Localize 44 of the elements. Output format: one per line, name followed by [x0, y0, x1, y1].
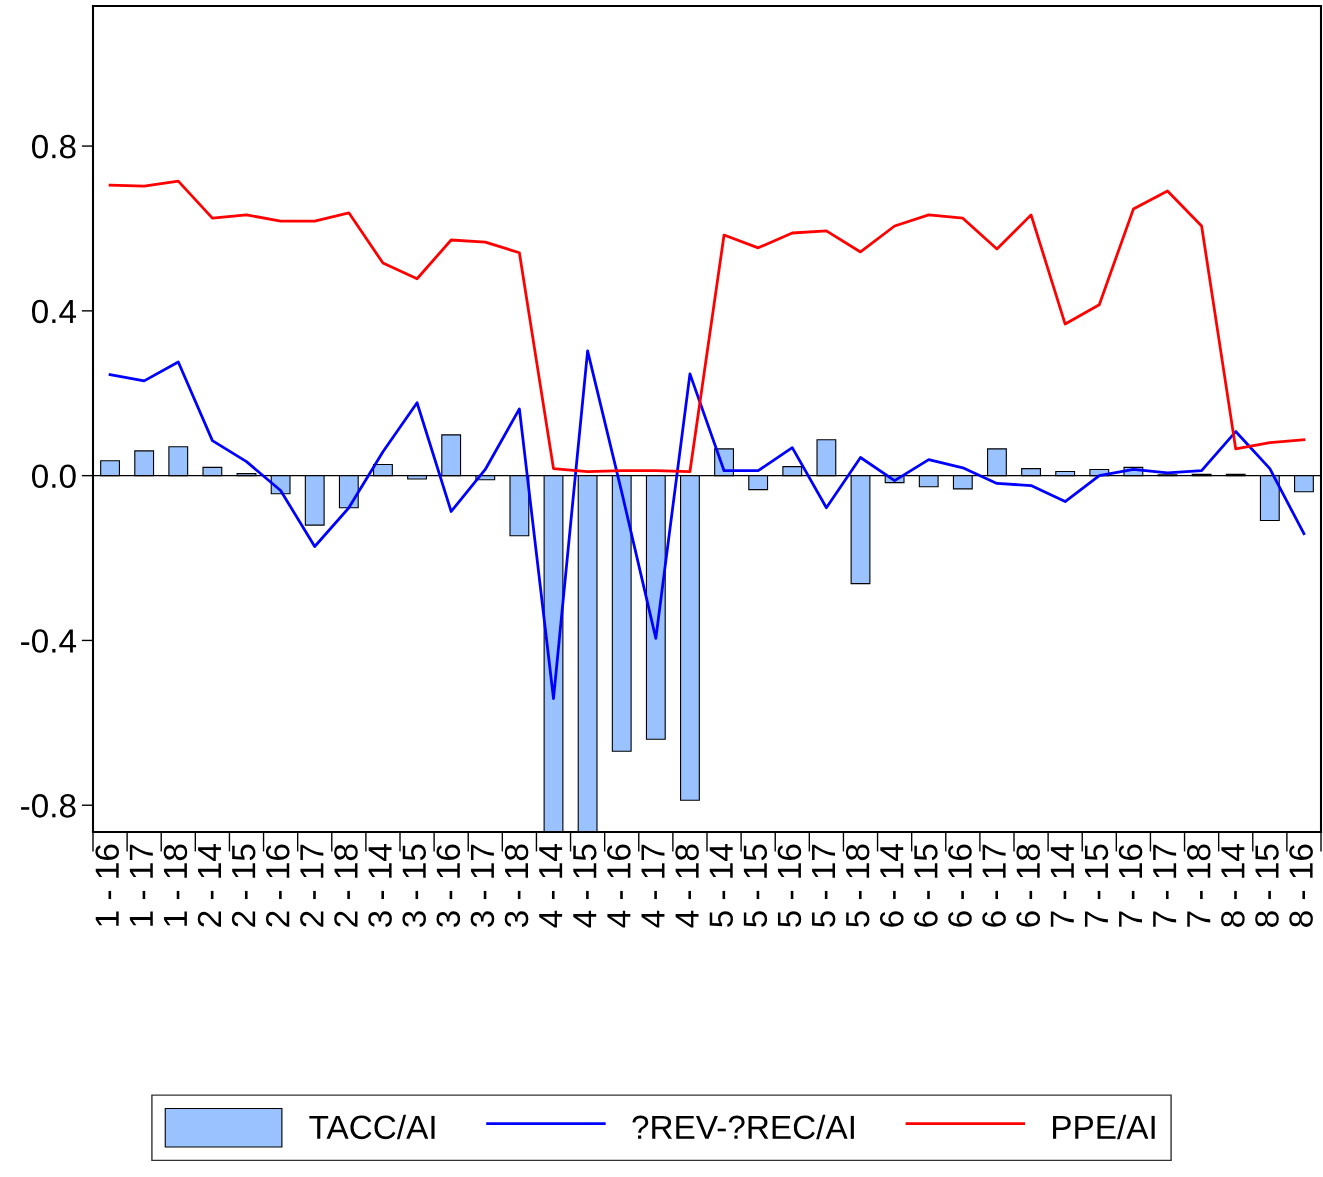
y-tick-label: -0.8	[21, 794, 76, 818]
x-tick-label: 6 - 15	[914, 844, 938, 927]
x-tick-label: 6 - 16	[948, 844, 972, 927]
x-tick-label: 3 - 17	[470, 844, 495, 928]
x-tick-label: 2 - 15	[231, 844, 256, 927]
legend-label: TACC/AI	[309, 1114, 435, 1140]
x-tick-label: 5 - 14	[709, 844, 733, 928]
x-tick-label: 4 - 15	[573, 844, 597, 928]
x-tick-label: 3 - 14	[368, 844, 392, 928]
y-tick-label: 0.4	[32, 299, 77, 324]
x-tick-label: 5 - 16	[777, 844, 802, 928]
y-tick-label: -0.4	[21, 629, 77, 653]
x-tick-label: 2 - 14	[197, 844, 222, 927]
x-tick-label: 4 - 18	[675, 844, 699, 928]
x-tick-label: 6 - 18	[1016, 844, 1040, 927]
y-tick-label: 0.8	[32, 134, 76, 159]
x-tick-label: 4 - 17	[641, 844, 665, 928]
x-tick-label: 3 - 15	[402, 844, 426, 928]
x-tick-label: 3 - 18	[504, 844, 529, 928]
x-tick-label: 8 - 16	[1289, 844, 1313, 927]
x-tick-label: 5 - 18	[845, 844, 870, 928]
x-tick-label: 2 - 17	[300, 844, 324, 927]
x-tick-label: 2 - 18	[334, 844, 358, 927]
x-tick-label: 5 - 15	[743, 844, 768, 928]
x-tick-label: 4 - 14	[539, 844, 563, 928]
x-tick-label: 8 - 14	[1221, 844, 1245, 927]
legend-label: ?REV-?REC/AI	[632, 1114, 854, 1140]
x-tick-label: 1 - 16	[95, 844, 119, 926]
x-tick-label: 3 - 16	[436, 844, 461, 928]
x-tick-label: 1 - 17	[129, 844, 153, 926]
x-tick-label: 2 - 16	[265, 844, 290, 927]
y-tick-label: 0.0	[32, 464, 76, 489]
legend-label: PPE/AI	[1053, 1114, 1155, 1140]
x-tick-label: 4 - 16	[607, 844, 631, 928]
x-tick-label: 7 - 18	[1186, 844, 1211, 927]
x-tick-label: 6 - 14	[879, 844, 904, 927]
x-tick-label: 6 - 17	[982, 844, 1006, 927]
x-tick-label: 8 - 15	[1255, 844, 1279, 927]
x-tick-label: 7 - 17	[1153, 844, 1177, 927]
x-tick-label: 7 - 15	[1084, 844, 1109, 927]
x-tick-label: 7 - 14	[1050, 844, 1074, 927]
x-tick-label: 7 - 16	[1118, 844, 1143, 927]
x-tick-label: 5 - 17	[812, 844, 836, 928]
x-tick-label: 1 - 18	[163, 844, 188, 926]
